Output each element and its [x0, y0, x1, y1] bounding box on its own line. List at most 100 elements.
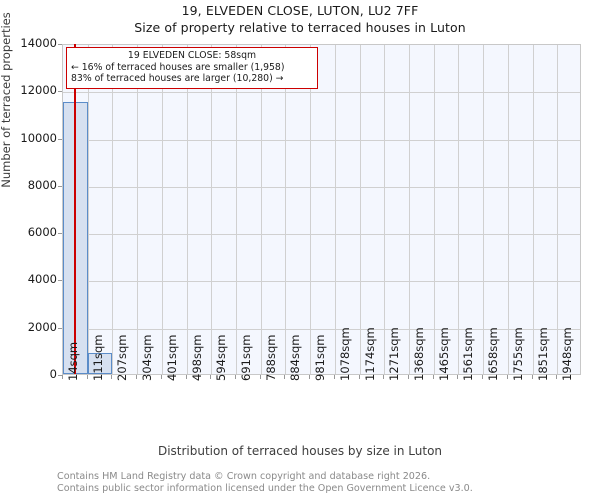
marker-layer [63, 44, 580, 374]
y-axis-title: Number of terraced properties [0, 12, 13, 188]
gridline-vertical [112, 45, 114, 374]
gridline-horizontal [63, 92, 580, 94]
gridline-vertical [310, 45, 312, 374]
gridline-horizontal [63, 186, 580, 188]
y-tick-mark [58, 280, 62, 282]
gridline-horizontal [63, 234, 580, 236]
annotation-line-1: 19 ELVEDEN CLOSE: 58sqm [127, 50, 257, 61]
y-axis: 0 2000 4000 6000 8000 10000 12000 14000 [0, 0, 62, 500]
chart-subtitle: Size of property relative to terraced ho… [134, 20, 466, 35]
y-tick-label: 10000 [20, 130, 57, 145]
gridline-vertical [87, 45, 89, 374]
y-tick-mark [58, 185, 62, 187]
gridline-vertical [359, 45, 361, 374]
x-tick-label: 1465sqm [436, 327, 451, 381]
gridline-vertical [384, 45, 386, 374]
gridline-vertical [507, 45, 509, 374]
x-tick-mark [358, 375, 360, 379]
y-tick-label: 6000 [27, 225, 57, 240]
gridline-vertical [285, 45, 287, 374]
y-tick-label: 12000 [20, 83, 57, 98]
y-tick-mark [58, 327, 62, 329]
x-tick-label: 111sqm [90, 334, 105, 381]
gridline-vertical [409, 45, 410, 374]
y-tick-label: 2000 [27, 319, 57, 334]
y-tick-mark [58, 138, 62, 140]
chart-title: 19, ELVEDEN CLOSE, LUTON, LU2 7FF [181, 3, 419, 18]
y-tick-mark [58, 91, 62, 93]
gridline-vertical [236, 45, 237, 374]
x-tick-mark [284, 375, 286, 379]
x-tick-mark [383, 375, 385, 379]
x-tick-mark [482, 375, 484, 379]
x-tick-label: 788sqm [263, 334, 278, 381]
x-tick-label: 1271sqm [387, 327, 402, 381]
gridline-vertical [161, 45, 163, 374]
x-tick-label: 691sqm [239, 334, 253, 381]
x-tick-label: 304sqm [140, 334, 155, 381]
gridline-horizontal [63, 328, 580, 330]
x-tick-mark [185, 375, 187, 379]
plot-area [62, 44, 581, 375]
gridline-vertical [483, 45, 485, 374]
x-tick-label: 1078sqm [337, 327, 352, 381]
x-tick-mark [457, 375, 459, 379]
x-tick-label: 1948sqm [560, 327, 575, 381]
x-tick-mark [210, 375, 212, 379]
x-tick-mark [432, 375, 434, 379]
y-tick-label: 8000 [27, 177, 57, 192]
property-size-marker [74, 44, 77, 374]
histogram-bar [87, 352, 113, 374]
x-tick-mark [62, 375, 63, 379]
x-tick-mark [86, 375, 88, 379]
x-tick-label: 1755sqm [510, 327, 525, 381]
footer-line-2: Contains public sector information licen… [57, 482, 473, 494]
y-tick-label: 14000 [20, 36, 57, 50]
x-tick-mark [259, 375, 261, 379]
gridline-vertical [186, 45, 188, 374]
x-tick-label: 498sqm [189, 334, 204, 381]
gridline-vertical [458, 45, 460, 374]
x-tick-mark [333, 375, 335, 379]
y-tick-mark [58, 44, 62, 45]
gridline-horizontal [63, 281, 580, 283]
gridline-vertical [260, 45, 262, 374]
x-tick-label: 14sqm [66, 341, 80, 381]
gridline-vertical [334, 45, 336, 374]
property-annotation-box: 19 ELVEDEN CLOSE: 58sqm ← 16% of terrace… [66, 47, 318, 90]
annotation-line-3: 83% of terraced houses are larger (10,28… [71, 73, 284, 85]
gridline-horizontal [63, 139, 580, 141]
y-tick-mark [58, 375, 62, 376]
x-tick-mark [408, 375, 409, 379]
gridline-vertical [557, 45, 559, 374]
x-tick-mark [506, 375, 508, 379]
x-tick-label: 594sqm [214, 334, 229, 381]
x-tick-mark [136, 375, 138, 379]
x-tick-label: 1174sqm [362, 327, 377, 381]
gridline-vertical [433, 45, 435, 374]
gridline-vertical [532, 45, 534, 374]
x-tick-label: 1368sqm [412, 327, 426, 381]
x-tick-mark [235, 375, 236, 379]
x-tick-label: 884sqm [288, 334, 303, 381]
gridline-vertical [137, 45, 139, 374]
x-tick-mark [309, 375, 311, 379]
x-axis-title: Distribution of terraced houses by size … [157, 444, 443, 458]
annotation-line-2: ← 16% of terraced houses are smaller (1,… [71, 61, 285, 73]
x-tick-mark [160, 375, 162, 379]
y-tick-label: 4000 [27, 272, 57, 287]
x-tick-mark [111, 375, 113, 379]
y-tick-mark [58, 233, 62, 235]
x-tick-label: 401sqm [164, 334, 179, 381]
x-tick-label: 981sqm [313, 334, 328, 381]
footer-attribution: Contains HM Land Registry data © Crown c… [57, 471, 473, 494]
x-tick-mark [531, 375, 533, 379]
x-tick-label: 207sqm [115, 334, 130, 381]
y-tick-label: 0 [49, 367, 57, 381]
gridline-vertical [211, 45, 213, 374]
x-tick-label: 1561sqm [461, 327, 476, 381]
footer-line-1: Contains HM Land Registry data © Crown c… [57, 471, 431, 482]
x-tick-mark [556, 375, 558, 379]
x-tick-label: 1658sqm [486, 327, 501, 381]
